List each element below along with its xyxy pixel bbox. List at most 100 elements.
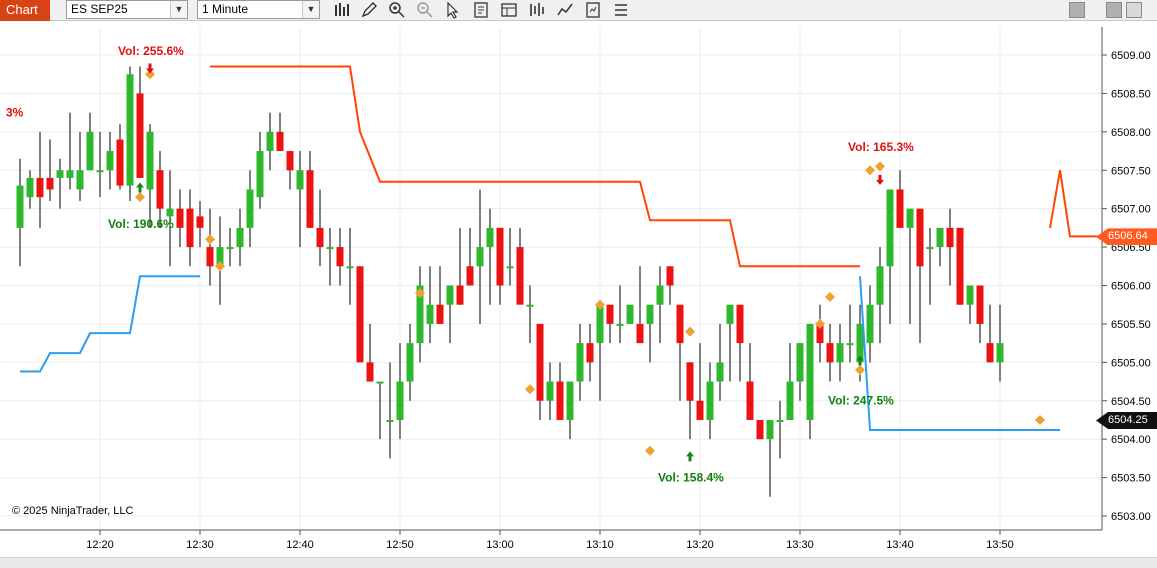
candle-body	[446, 285, 454, 305]
interval-value: 1 Minute	[202, 2, 249, 16]
candle-body	[596, 304, 604, 344]
pointer-icon[interactable]	[444, 1, 462, 19]
candle-body	[56, 170, 64, 178]
candle-body	[536, 323, 544, 401]
signal-diamond	[645, 445, 655, 456]
candle-body	[946, 227, 954, 248]
close-button[interactable]	[1126, 2, 1142, 18]
candle-body	[816, 323, 824, 344]
arrow-up-icon	[136, 182, 144, 193]
candle-body	[166, 208, 174, 217]
candle-body	[506, 266, 514, 269]
time-tick-label: 13:30	[786, 539, 814, 551]
zoom-in-icon[interactable]	[388, 1, 406, 19]
candle-body	[566, 381, 574, 420]
resistance-line	[1049, 170, 1110, 238]
candle-body	[26, 177, 34, 198]
candle-body	[436, 304, 444, 324]
candle-body	[756, 419, 764, 440]
candle-body	[216, 247, 224, 267]
candle-body	[156, 170, 164, 209]
zoom-out-icon[interactable]	[416, 1, 434, 19]
candle-body	[996, 343, 1004, 363]
indicator-lines	[20, 65, 1110, 431]
candle-body	[706, 381, 714, 420]
candle-body	[236, 227, 244, 248]
candle-body	[266, 131, 274, 152]
candle-body	[226, 247, 234, 250]
candle-body	[606, 304, 614, 324]
signal-diamond	[215, 261, 225, 272]
candle-body	[936, 227, 944, 248]
candle-body	[146, 131, 154, 190]
support-line	[859, 276, 1060, 431]
signal-diamond	[685, 326, 695, 337]
axes: 6509.00 6508.50 6508.00 6507.50 6507.00 6506.…	[0, 27, 1157, 551]
chart-tab[interactable]: Chart	[0, 0, 50, 21]
indicators-icon[interactable]	[556, 1, 574, 19]
time-tick-label: 13:50	[986, 539, 1014, 551]
minimize-button[interactable]	[1069, 2, 1085, 18]
candle-body	[646, 304, 654, 324]
strategies-icon[interactable]	[584, 1, 602, 19]
candle-body	[866, 304, 874, 344]
candle-body	[666, 266, 674, 286]
horizontal-scrollbar[interactable]	[0, 557, 1157, 568]
candle-body	[836, 343, 844, 363]
instrument-selector[interactable]: ES SEP25 ▼	[66, 0, 188, 19]
price-tick-label: 6507.00	[1111, 204, 1151, 216]
signal-diamond	[865, 165, 875, 176]
price-tick-label: 6504.50	[1111, 396, 1151, 408]
candle-body	[386, 419, 394, 422]
last-price-tag: 6504.25	[1096, 411, 1157, 429]
plot-background	[0, 27, 1102, 530]
candle-body	[656, 285, 664, 305]
time-tick-label: 13:10	[586, 539, 614, 551]
volume-label: Vol: 190.6%	[108, 217, 174, 231]
candle-body	[486, 227, 494, 248]
candle-body	[406, 343, 414, 382]
drawing-tool-icon[interactable]	[360, 1, 378, 19]
candle-body	[696, 400, 704, 420]
price-tick-label: 6508.00	[1111, 127, 1151, 139]
maximize-button[interactable]	[1106, 2, 1122, 18]
candle-body	[686, 362, 694, 401]
candle-body	[456, 285, 464, 305]
price-tick-label: 6503.50	[1111, 473, 1151, 485]
time-tick-label: 13:20	[686, 539, 714, 551]
candle-body	[796, 343, 804, 382]
candle-body	[556, 381, 564, 420]
candle-body	[576, 343, 584, 382]
data-box-icon[interactable]	[472, 1, 490, 19]
candle-body	[466, 266, 474, 286]
price-tick-label: 6509.00	[1111, 50, 1151, 62]
candle-body	[766, 419, 774, 440]
candle-body	[976, 285, 984, 324]
candle-body	[826, 343, 834, 363]
properties-icon[interactable]	[612, 1, 630, 19]
candle-body	[426, 304, 434, 324]
candle-body	[776, 419, 784, 422]
volume-label: Vol: 247.5%	[828, 394, 894, 408]
signal-diamond	[205, 234, 215, 245]
templates-icon[interactable]	[500, 1, 518, 19]
candle-body	[366, 362, 374, 382]
candle-body	[346, 266, 354, 269]
time-tick-label: 13:00	[486, 539, 514, 551]
signal-diamond	[595, 299, 605, 310]
chevron-down-icon: ▼	[302, 1, 319, 18]
candle-body	[96, 170, 104, 173]
candle-body	[176, 208, 184, 228]
interval-selector[interactable]: 1 Minute ▼	[197, 0, 320, 19]
candle-body	[76, 170, 84, 190]
candle-body	[106, 151, 114, 171]
chart-trader-icon[interactable]	[528, 1, 546, 19]
chevron-down-icon: ▼	[170, 1, 187, 18]
candle-body	[206, 247, 214, 267]
candle-body	[46, 177, 54, 190]
bar-type-icon[interactable]	[333, 1, 351, 19]
candle-body	[886, 189, 894, 267]
price-tick-label: 6507.50	[1111, 165, 1151, 177]
candle-body	[286, 151, 294, 171]
